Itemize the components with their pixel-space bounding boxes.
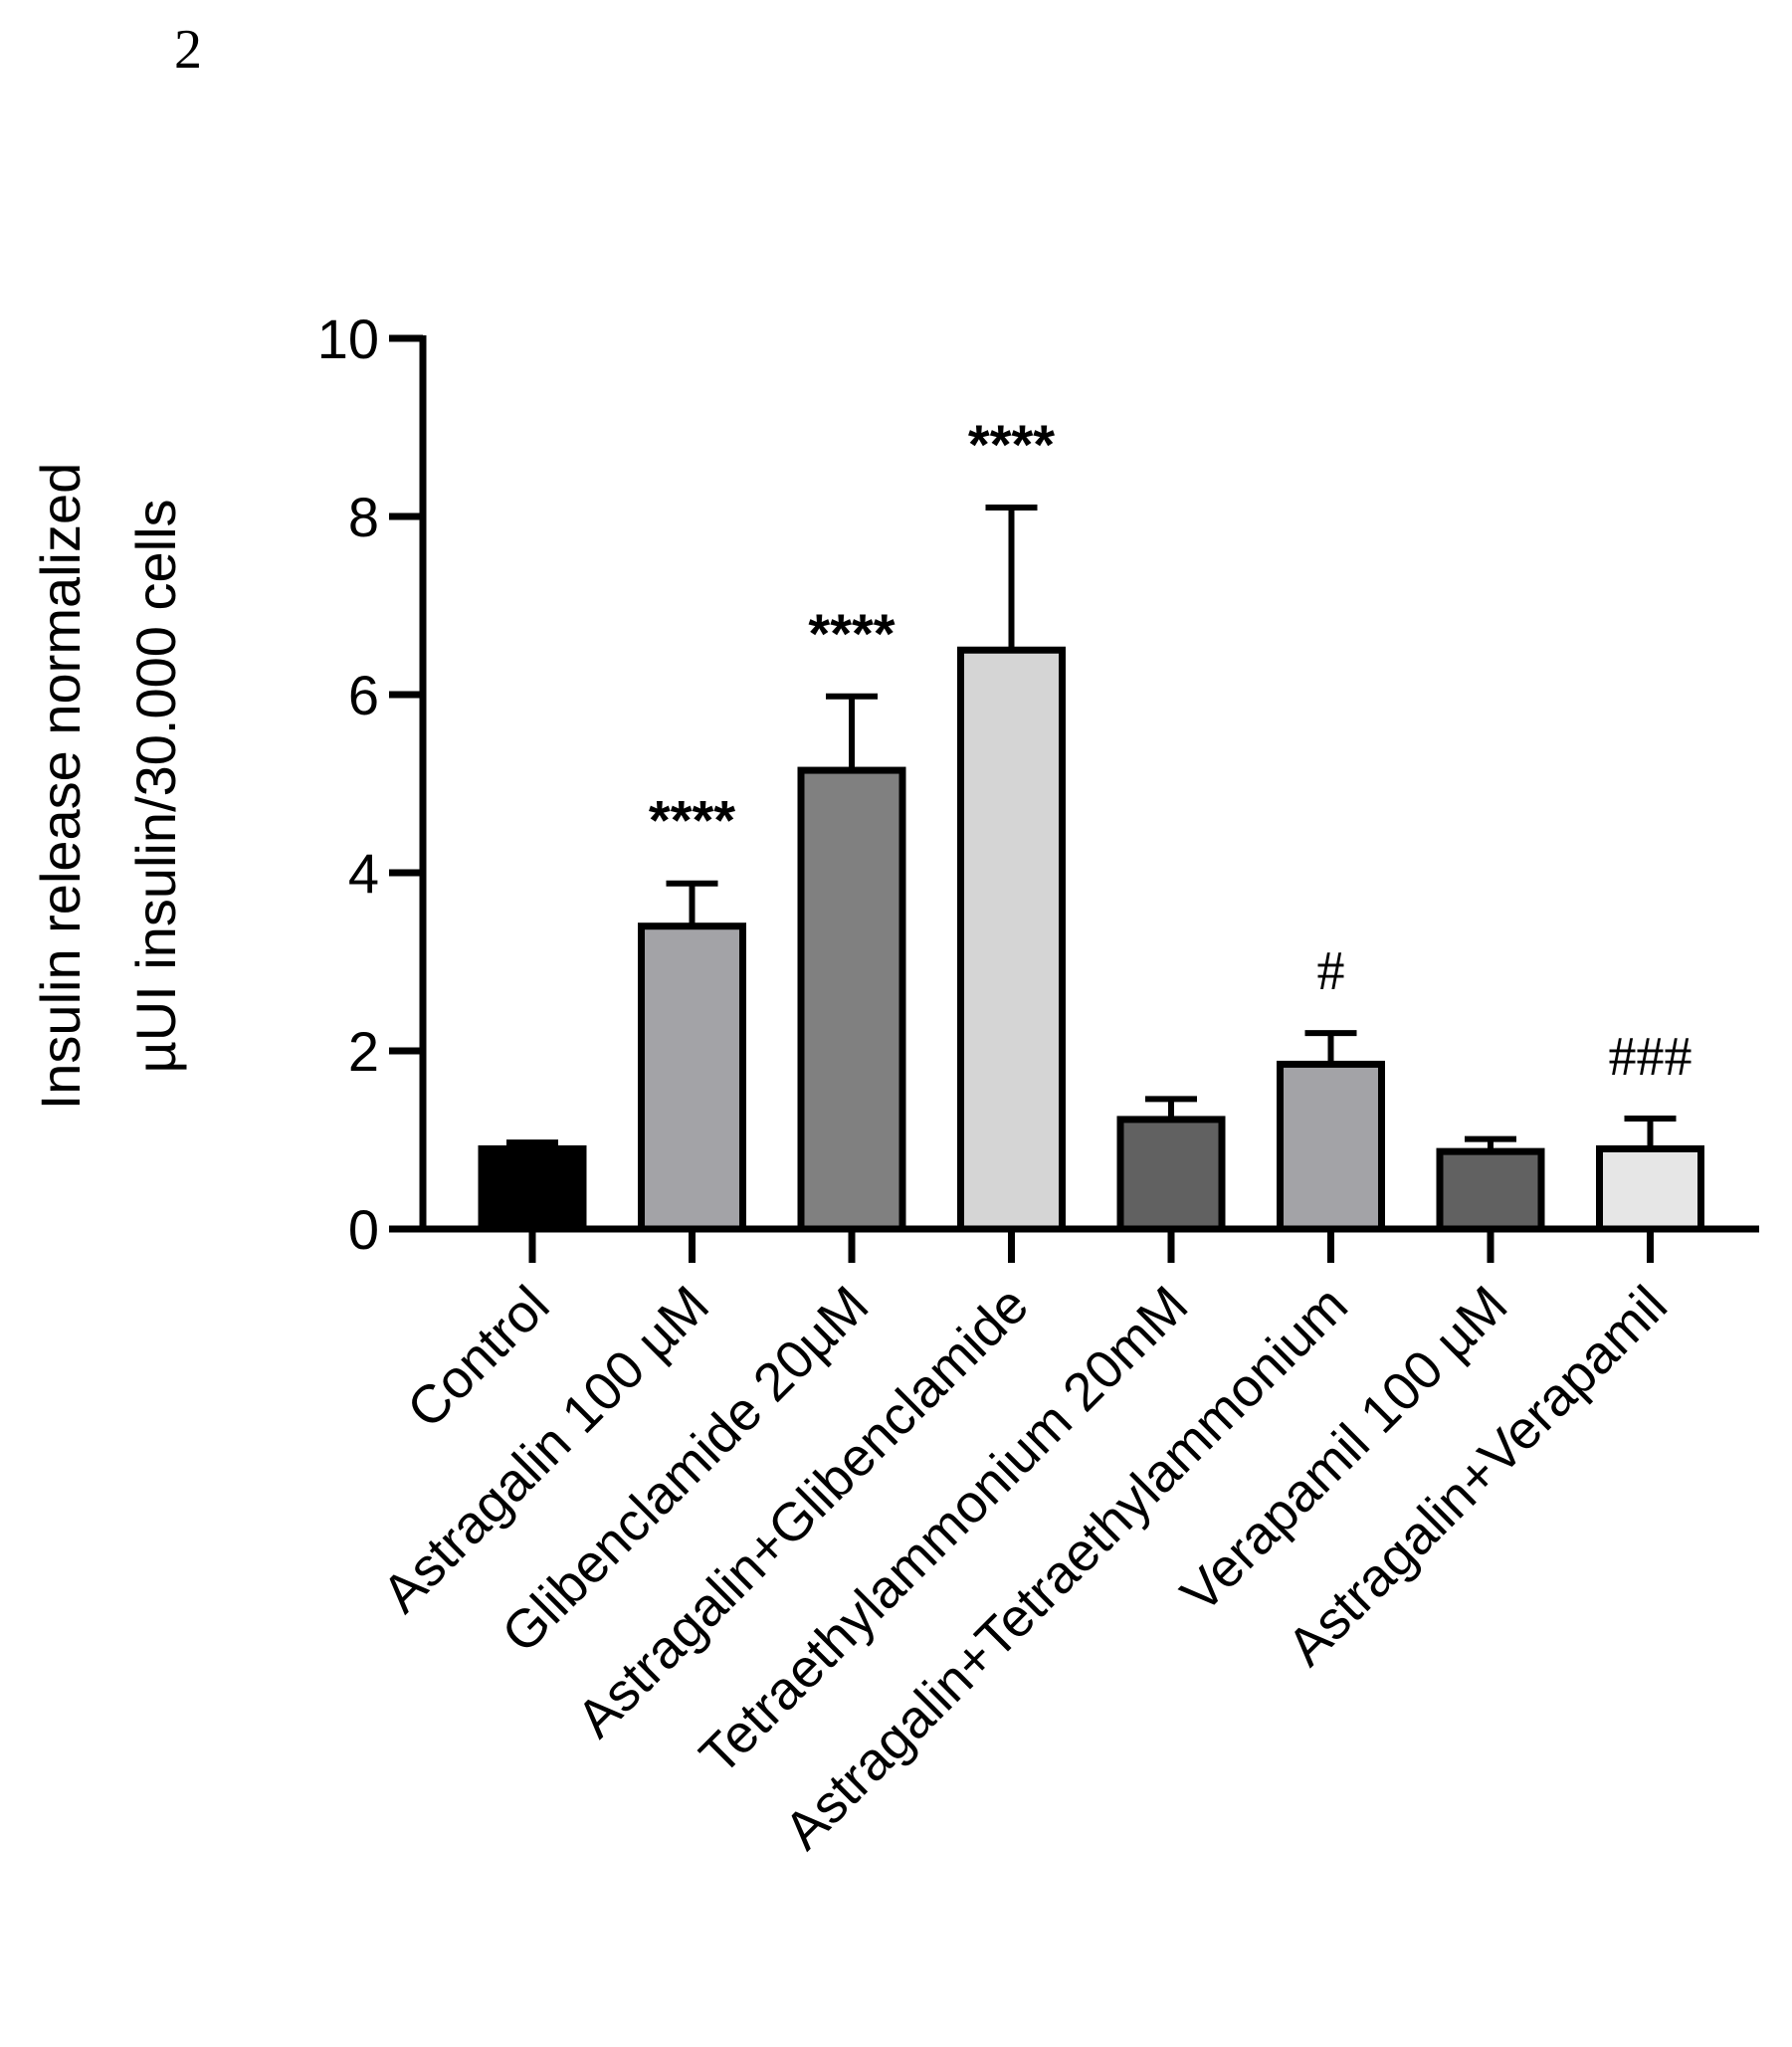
y-tick-label-4: 8 — [348, 486, 379, 548]
y-tick-label-1: 2 — [348, 1020, 379, 1083]
bar-5 — [1277, 1060, 1385, 1233]
y-tick-label-3: 6 — [348, 664, 379, 726]
annotation-2: **** — [808, 602, 895, 665]
bar-7 — [1596, 1144, 1704, 1233]
x-tick-label-0: Control — [396, 1275, 561, 1440]
y-tick-label-0: 0 — [348, 1198, 379, 1261]
y-axis-label-line2: µUI insulin/30.000 cells — [124, 499, 187, 1073]
annotation-7: ### — [1609, 1026, 1692, 1088]
axes-group: 0 2 4 6 8 10 — [317, 307, 1759, 1263]
error-bars-group — [506, 505, 1677, 1152]
y-tick-label-5: 10 — [317, 307, 379, 370]
bar-0 — [478, 1144, 587, 1233]
bar-2 — [797, 766, 906, 1233]
annotation-5: # — [1317, 940, 1345, 1002]
y-axis-label-line1: Insulin release normalized — [29, 463, 92, 1111]
bar-6 — [1436, 1147, 1545, 1233]
annotation-3: **** — [968, 413, 1055, 476]
panel-label: 2 — [174, 19, 202, 81]
bars-group — [478, 646, 1704, 1233]
bar-1 — [638, 922, 746, 1233]
bar-3 — [957, 646, 1066, 1233]
annotation-1: **** — [649, 789, 735, 852]
x-tick-label-5: Astragalin+Tetraethylammonium — [773, 1275, 1359, 1861]
bar-4 — [1116, 1116, 1226, 1233]
annotations-group: ************#### — [649, 413, 1692, 1088]
y-tick-label-2: 4 — [348, 842, 379, 905]
